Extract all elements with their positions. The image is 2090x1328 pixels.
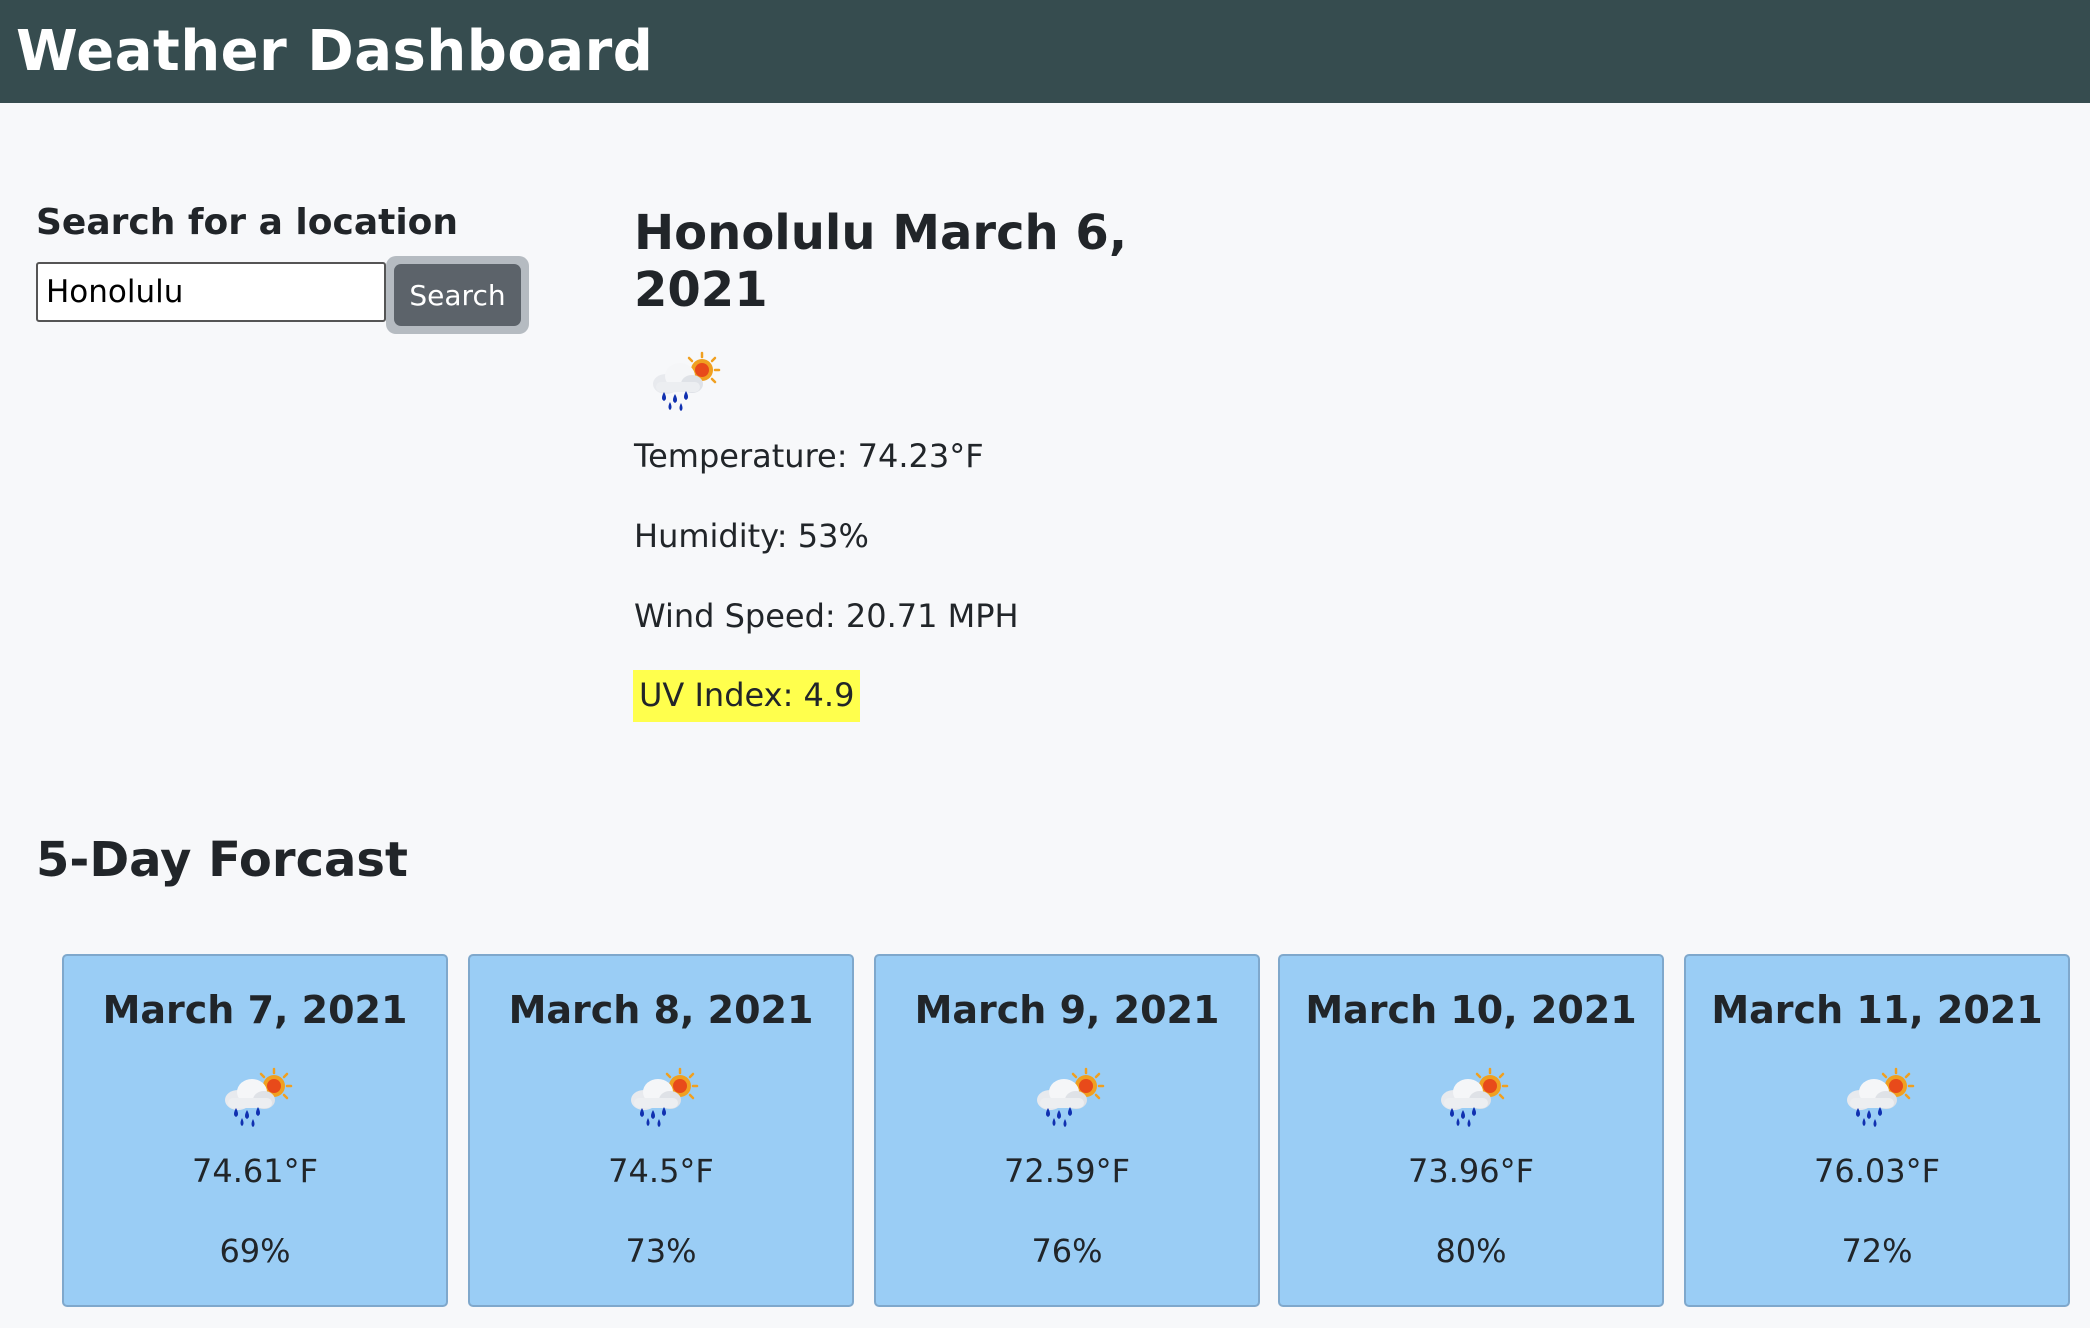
forecast-temperature: 72.59°F [1003,1152,1130,1190]
current-city-title: Honolulu March 6, 2021 [634,205,1128,318]
forecast-card: March 9, 2021 72.59°F 76% [874,954,1260,1307]
forecast-date: March 10, 2021 [1305,988,1637,1032]
current-humidity: Humidity: 53% [634,517,869,555]
forecast-card: March 8, 2021 74.5°F 73% [468,954,854,1307]
rain-cloud-sun-icon [644,350,724,412]
forecast-humidity: 73% [625,1232,697,1270]
forecast-temperature: 76.03°F [1813,1152,1940,1190]
rain-cloud-sun-icon [216,1066,296,1128]
forecast-humidity: 72% [1841,1232,1913,1270]
forecast-humidity: 69% [219,1232,291,1270]
forecast-card: March 11, 2021 76.03°F 72% [1684,954,2070,1307]
search-label: Search for a location [36,202,459,243]
forecast-temperature: 74.61°F [191,1152,318,1190]
current-temperature: Temperature: 74.23°F [634,437,984,475]
forecast-card: March 10, 2021 73.96°F 80% [1278,954,1664,1307]
rain-cloud-sun-icon [1028,1066,1108,1128]
rain-cloud-sun-icon [1838,1066,1918,1128]
search-button[interactable]: Search [394,264,521,326]
search-input[interactable] [36,262,386,322]
app-header: Weather Dashboard [0,0,2090,103]
forecast-humidity: 80% [1435,1232,1507,1270]
app-title: Weather Dashboard [16,19,654,84]
forecast-date: March 8, 2021 [508,988,814,1032]
rain-cloud-sun-icon [1432,1066,1512,1128]
forecast-date: March 7, 2021 [102,988,408,1032]
forecast-card: March 7, 2021 74.61°F 69% [62,954,448,1307]
current-wind-speed: Wind Speed: 20.71 MPH [634,597,1019,635]
forecast-temperature: 74.5°F [608,1152,714,1190]
rain-cloud-sun-icon [622,1066,702,1128]
forecast-humidity: 76% [1031,1232,1103,1270]
forecast-temperature: 73.96°F [1407,1152,1534,1190]
forecast-title: 5-Day Forcast [36,832,408,888]
uv-index-badge: UV Index: 4.9 [633,670,861,722]
forecast-date: March 9, 2021 [914,988,1220,1032]
forecast-date: March 11, 2021 [1711,988,2043,1032]
